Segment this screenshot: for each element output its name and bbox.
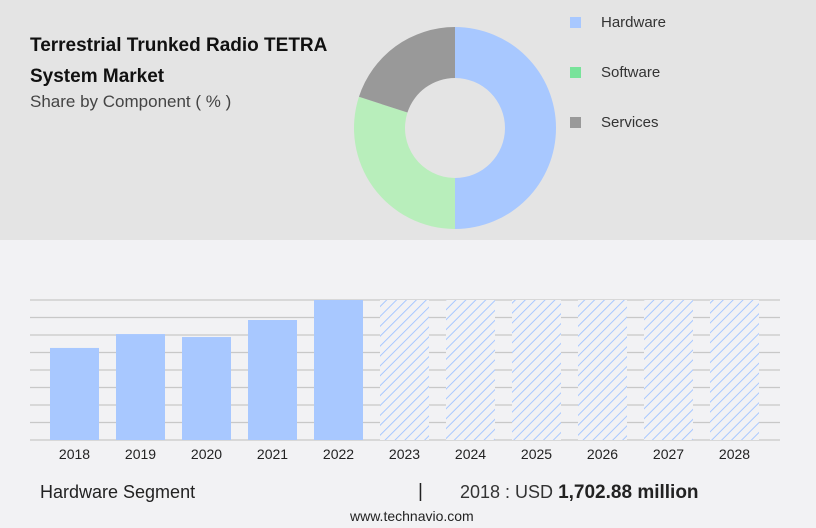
separator: | bbox=[418, 481, 423, 502]
legend-label: Hardware bbox=[601, 14, 667, 31]
legend: Hardware Software Services bbox=[570, 14, 770, 144]
bar-2021 bbox=[248, 320, 297, 440]
x-tick-label: 2022 bbox=[323, 446, 354, 462]
value-amount: 1,702.88 million bbox=[558, 482, 699, 503]
segment-value: 2018 : USD 1,702.88 million bbox=[460, 482, 699, 504]
legend-item-software: Software bbox=[570, 64, 660, 81]
x-tick-label: 2026 bbox=[587, 446, 618, 462]
donut-slice-software bbox=[353, 96, 455, 230]
x-tick-label: 2024 bbox=[455, 446, 486, 462]
bar-forecast-2024 bbox=[446, 300, 495, 440]
bar-forecast-2026 bbox=[578, 300, 627, 440]
bar-2022 bbox=[314, 300, 363, 440]
chart-subtitle: Share by Component ( % ) bbox=[30, 92, 232, 111]
donut-slice-services bbox=[358, 27, 455, 113]
bar-2020 bbox=[182, 337, 231, 440]
bar-2018 bbox=[50, 347, 99, 440]
source-url: www.technavio.com bbox=[350, 508, 474, 524]
bar-forecast-2027 bbox=[644, 300, 693, 440]
legend-swatch bbox=[570, 117, 581, 128]
x-tick-label: 2021 bbox=[257, 446, 288, 462]
donut-slice-hardware bbox=[455, 27, 556, 229]
x-tick-label: 2028 bbox=[719, 446, 750, 462]
bar-forecast-2023 bbox=[380, 300, 429, 440]
bar-forecast-2025 bbox=[512, 300, 561, 440]
donut-chart bbox=[353, 27, 556, 230]
bar-forecast-2028 bbox=[710, 300, 759, 440]
x-tick-label: 2019 bbox=[125, 446, 156, 462]
legend-label: Services bbox=[601, 114, 659, 131]
x-tick-label: 2020 bbox=[191, 446, 222, 462]
legend-item-hardware: Hardware bbox=[570, 14, 666, 31]
legend-swatch bbox=[570, 17, 581, 28]
x-tick-label: 2027 bbox=[653, 446, 684, 462]
x-tick-label: 2025 bbox=[521, 446, 552, 462]
legend-label: Software bbox=[601, 64, 661, 81]
x-tick-label: 2023 bbox=[389, 446, 420, 462]
bar-chart: 2018 2019 2020 2021 2022 2023 2024 2025 2026 2027… bbox=[30, 299, 780, 462]
segment-label: Hardware Segment bbox=[40, 482, 196, 502]
page-title: Terrestrial Trunked Radio TETRA System M… bbox=[30, 35, 327, 87]
legend-swatch bbox=[570, 67, 581, 78]
x-tick-label: 2018 bbox=[59, 446, 90, 462]
legend-item-services: Services bbox=[570, 114, 659, 131]
value-prefix: 2018 : USD bbox=[460, 482, 554, 502]
bar-2019 bbox=[116, 334, 165, 440]
